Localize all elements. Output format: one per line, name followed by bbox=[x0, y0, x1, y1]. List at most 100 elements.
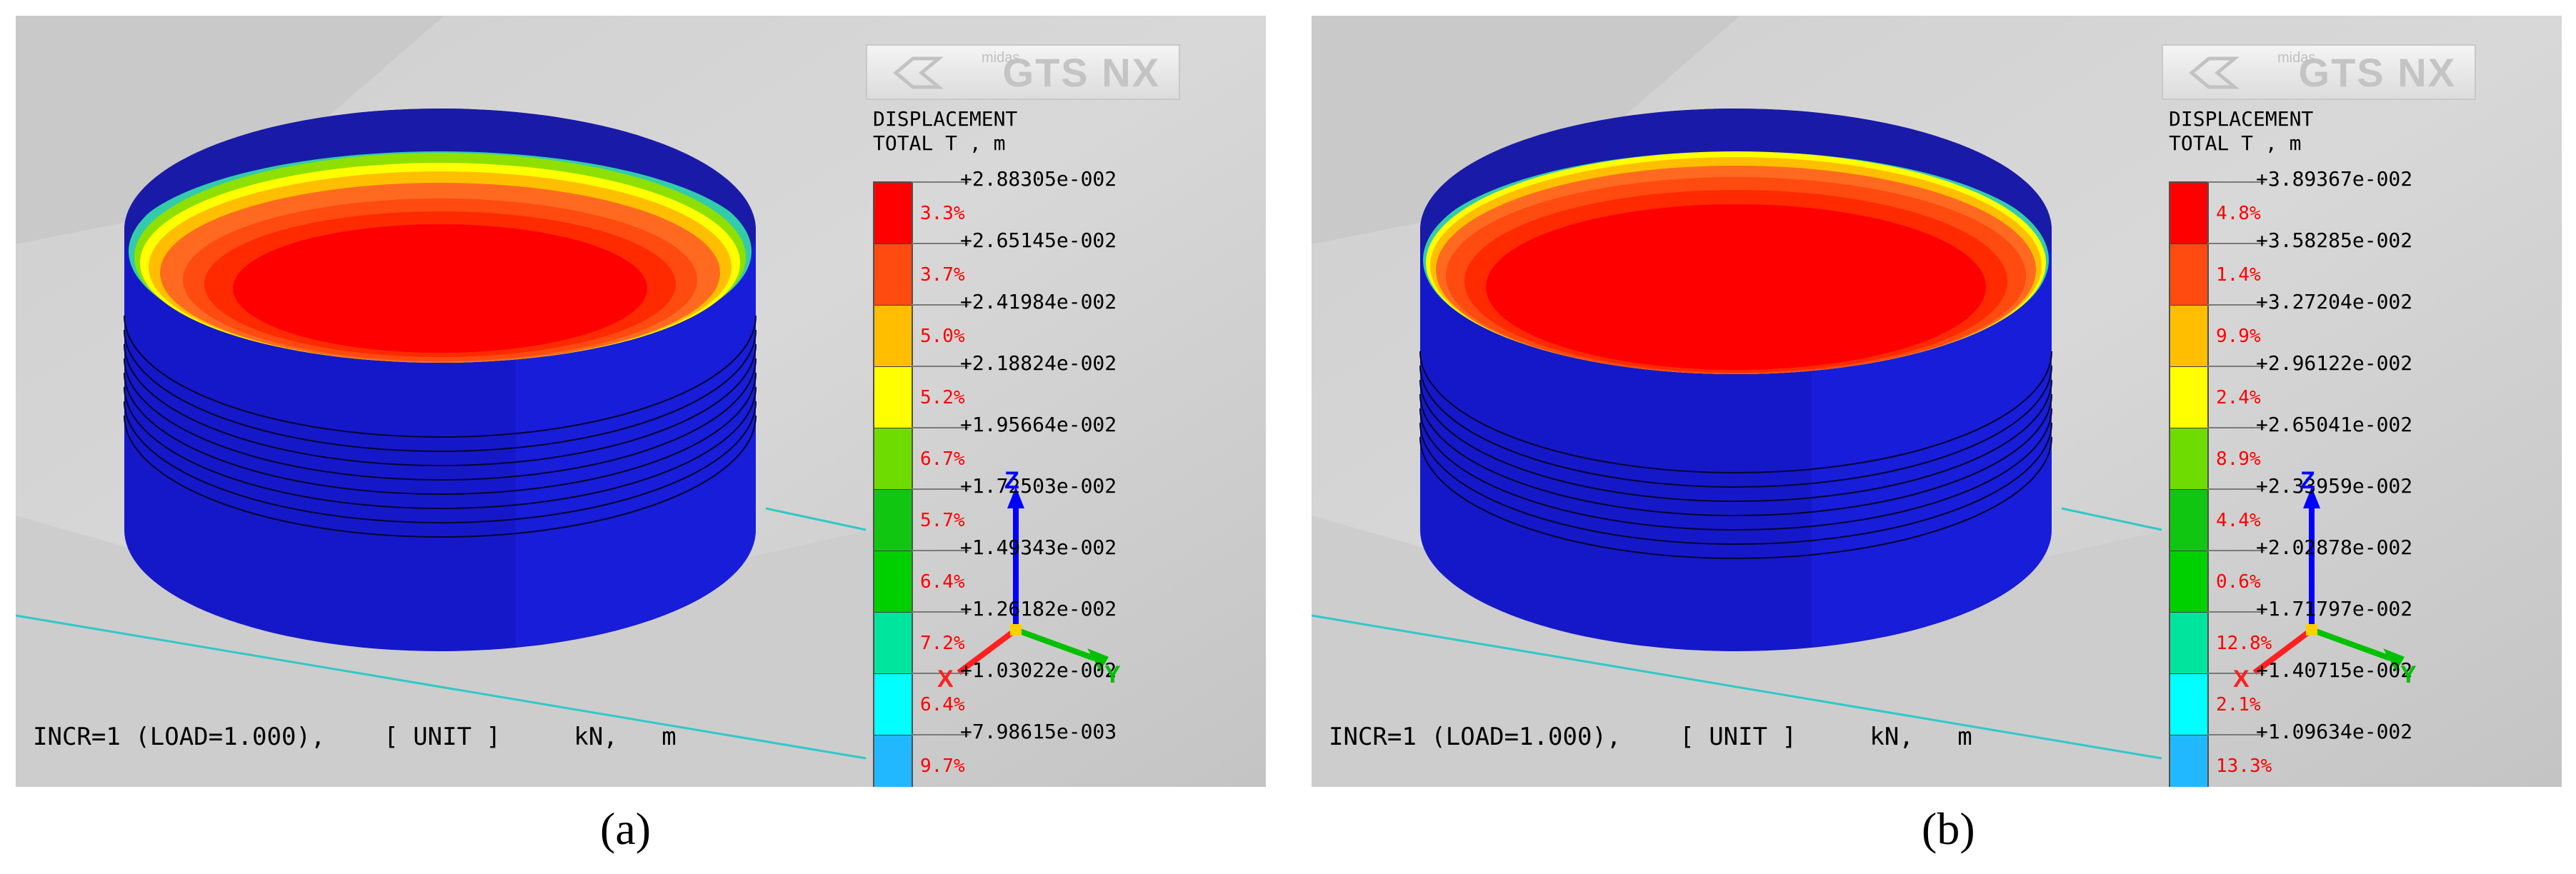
legend-title-line1: DISPLACEMENT bbox=[873, 107, 1018, 131]
legend-percent: 0.6% bbox=[2216, 571, 2261, 593]
legend-percent: 6.4% bbox=[920, 694, 965, 715]
legend-tick bbox=[912, 488, 969, 490]
legend-percent: 5.0% bbox=[920, 326, 965, 347]
legend-value: +3.27204e-002 bbox=[2256, 290, 2413, 313]
legend-title: DISPLACEMENT TOTAL T , m bbox=[873, 107, 1017, 156]
legend-swatch bbox=[2170, 244, 2207, 306]
legend-value: +7.98615e-003 bbox=[960, 720, 1117, 743]
legend-percent: 9.7% bbox=[920, 755, 965, 777]
legend-tick bbox=[2207, 304, 2265, 306]
legend-tick bbox=[2207, 673, 2265, 674]
legend-percent: 3.7% bbox=[920, 264, 965, 286]
midas-logo-mark-icon bbox=[893, 56, 944, 89]
legend-percent: 3.3% bbox=[920, 203, 965, 224]
legend-title-line2: TOTAL T , m bbox=[2169, 131, 2302, 155]
axis-y-label: Y bbox=[1104, 661, 1121, 688]
status-line: INCR=1 (LOAD=1.000), [ UNIT ] kN, m bbox=[33, 723, 677, 751]
legend-tick bbox=[2207, 181, 2265, 183]
axis-triad bbox=[957, 487, 1109, 675]
legend-tick bbox=[2207, 734, 2265, 735]
legend-title: DISPLACEMENT TOTAL T , m bbox=[2169, 107, 2313, 156]
legend-value: +1.40715e-002 bbox=[2256, 658, 2413, 682]
model-viewport[interactable] bbox=[1312, 16, 2562, 787]
legend-value: +1.03022e-002 bbox=[960, 658, 1117, 682]
legend-value: +2.41984e-002 bbox=[960, 290, 1117, 313]
legend-value: +1.71797e-002 bbox=[2256, 597, 2413, 621]
axis-triad bbox=[2252, 487, 2405, 675]
caption-a: (a) bbox=[600, 803, 652, 854]
legend-value: +1.72503e-002 bbox=[960, 474, 1117, 498]
legend-swatch bbox=[874, 551, 912, 613]
legend-value: +2.96122e-002 bbox=[2256, 351, 2413, 375]
legend-tick bbox=[2207, 488, 2265, 490]
legend-value: +2.88305e-002 bbox=[960, 167, 1117, 191]
legend-color-bar bbox=[2169, 181, 2209, 787]
legend-value: +3.58285e-002 bbox=[2256, 228, 2413, 252]
legend-value: +1.26182e-002 bbox=[960, 597, 1117, 621]
legend-tick bbox=[2207, 427, 2265, 428]
legend-percent: 5.7% bbox=[920, 510, 965, 531]
legend-value: +1.09634e-002 bbox=[2256, 720, 2413, 743]
legend-percent: 4.4% bbox=[2216, 510, 2261, 531]
axis-y-label: Y bbox=[2400, 661, 2417, 688]
legend-swatch bbox=[2170, 306, 2207, 367]
legend-percent: 2.4% bbox=[2216, 387, 2261, 408]
legend-tick bbox=[2207, 243, 2265, 244]
legend-value: +2.18824e-002 bbox=[960, 351, 1117, 375]
model-viewport[interactable] bbox=[16, 16, 1266, 787]
legend-swatch bbox=[2170, 428, 2207, 490]
legend-title-line2: TOTAL T , m bbox=[873, 131, 1006, 155]
legend-percent: 6.7% bbox=[920, 448, 965, 470]
legend-percent: 7.2% bbox=[920, 633, 965, 654]
legend-title-line1: DISPLACEMENT bbox=[2169, 107, 2314, 131]
legend-percent: 12.8% bbox=[2216, 633, 2272, 654]
legend-swatch bbox=[2170, 613, 2207, 674]
legend-tick bbox=[912, 243, 969, 244]
legend-percent: 1.4% bbox=[2216, 264, 2261, 286]
legend-tick bbox=[912, 181, 969, 183]
legend-percent: 5.2% bbox=[920, 387, 965, 408]
legend-tick bbox=[912, 366, 969, 367]
result-view-a: midas GTS NX DISPLACEMENT TOTAL T , m +2… bbox=[16, 16, 1266, 787]
legend-value: +2.65041e-002 bbox=[2256, 413, 2413, 436]
axis-z-label: Z bbox=[2300, 467, 2315, 494]
legend-percent: 2.1% bbox=[2216, 694, 2261, 715]
legend-swatch bbox=[2170, 367, 2207, 428]
legend-value: +3.89367e-002 bbox=[2256, 167, 2413, 191]
legend-value: +2.02878e-002 bbox=[2256, 536, 2413, 559]
legend-swatch bbox=[874, 735, 912, 787]
legend-swatch bbox=[874, 306, 912, 367]
legend-swatch bbox=[874, 490, 912, 551]
legend-tick bbox=[912, 673, 969, 674]
axis-x-label: X bbox=[937, 665, 954, 693]
logo-brand-text: GTS NX bbox=[1002, 49, 1160, 95]
legend-tick bbox=[912, 611, 969, 613]
legend-swatch bbox=[874, 613, 912, 674]
legend-percent: 8.9% bbox=[2216, 448, 2261, 470]
legend-swatch bbox=[2170, 490, 2207, 551]
logo-small-text: midas bbox=[2277, 50, 2316, 66]
legend-swatch bbox=[874, 244, 912, 306]
result-view-b: midas GTS NX DISPLACEMENT TOTAL T , m +3… bbox=[1312, 16, 2562, 787]
legend-tick bbox=[2207, 611, 2265, 613]
logo-brand-text: GTS NX bbox=[2298, 49, 2456, 95]
legend-value: +1.49343e-002 bbox=[960, 536, 1117, 559]
legend-tick bbox=[912, 427, 969, 428]
legend-swatch bbox=[2170, 735, 2207, 787]
axis-z-label: Z bbox=[1004, 467, 1019, 494]
legend-swatch bbox=[2170, 674, 2207, 735]
legend-percent: 4.8% bbox=[2216, 203, 2261, 224]
legend-tick bbox=[912, 304, 969, 306]
legend-value: +2.33959e-002 bbox=[2256, 474, 2413, 498]
midas-logo-mark-icon bbox=[2189, 56, 2240, 89]
legend-swatch bbox=[874, 183, 912, 244]
legend-tick bbox=[912, 734, 969, 735]
legend-tick bbox=[2207, 366, 2265, 367]
legend-color-bar bbox=[873, 181, 913, 787]
status-line: INCR=1 (LOAD=1.000), [ UNIT ] kN, m bbox=[1329, 723, 1972, 751]
caption-b: (b) bbox=[1922, 803, 1975, 854]
legend-tick bbox=[2207, 550, 2265, 551]
legend-tick bbox=[912, 550, 969, 551]
gts-nx-logo: midas GTS NX bbox=[2162, 44, 2476, 100]
legend-swatch bbox=[2170, 183, 2207, 244]
